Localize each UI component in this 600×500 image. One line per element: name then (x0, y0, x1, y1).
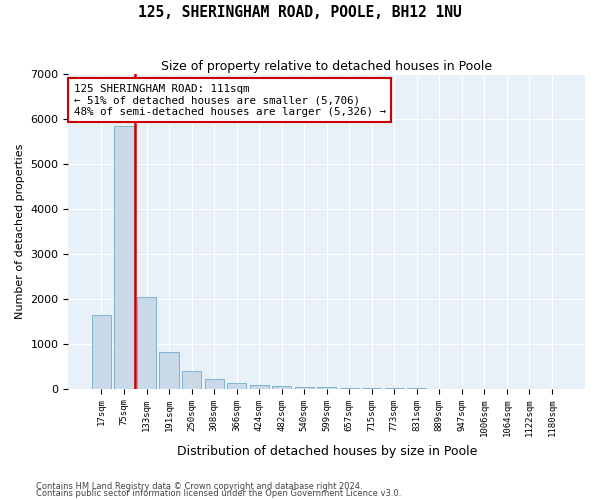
Bar (115, 126, 134, 389)
Bar (227, 383, 246, 389)
Bar (137, 296, 156, 389)
Bar (92, 314, 111, 389)
Bar (160, 352, 179, 389)
Bar (340, 388, 359, 389)
X-axis label: Distribution of detached houses by size in Poole: Distribution of detached houses by size … (176, 444, 477, 458)
Bar (317, 387, 336, 389)
Text: 125, SHERINGHAM ROAD, POOLE, BH12 1NU: 125, SHERINGHAM ROAD, POOLE, BH12 1NU (138, 5, 462, 20)
Text: Contains HM Land Registry data © Crown copyright and database right 2024.: Contains HM Land Registry data © Crown c… (36, 482, 362, 491)
Bar (205, 378, 224, 389)
Bar (362, 388, 382, 389)
Bar (272, 386, 291, 389)
Bar (295, 387, 314, 389)
Bar (182, 372, 201, 389)
Y-axis label: Number of detached properties: Number of detached properties (15, 144, 25, 319)
Title: Size of property relative to detached houses in Poole: Size of property relative to detached ho… (161, 60, 492, 73)
Bar (250, 385, 269, 389)
Text: Contains public sector information licensed under the Open Government Licence v3: Contains public sector information licen… (36, 489, 401, 498)
Text: 125 SHERINGHAM ROAD: 111sqm
← 51% of detached houses are smaller (5,706)
48% of : 125 SHERINGHAM ROAD: 111sqm ← 51% of det… (74, 84, 386, 117)
